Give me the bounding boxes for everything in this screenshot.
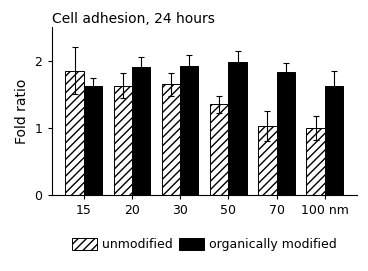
Bar [84,86,102,195]
Bar [210,104,228,195]
Bar [325,86,343,195]
Bar [180,66,198,195]
Bar [307,128,325,195]
Bar [132,67,150,195]
Y-axis label: Fold ratio: Fold ratio [15,78,29,144]
Bar [114,86,132,195]
Bar [162,84,180,195]
Bar [258,126,276,195]
Bar [66,71,84,195]
Text: Cell adhesion, 24 hours: Cell adhesion, 24 hours [52,12,215,26]
Bar [228,62,247,195]
Legend: unmodified, organically modified: unmodified, organically modified [72,238,337,251]
Bar [276,72,295,195]
